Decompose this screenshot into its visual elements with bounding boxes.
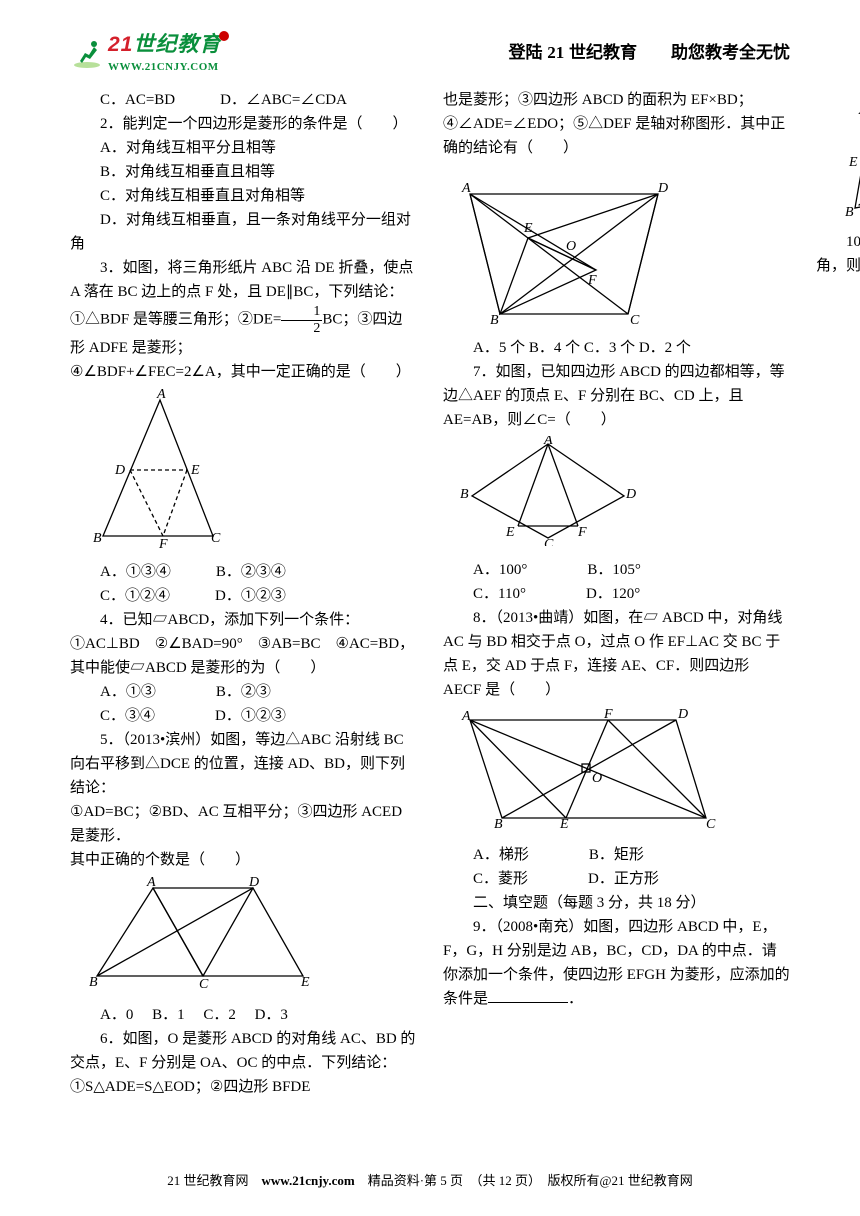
- svg-text:O: O: [592, 771, 602, 786]
- header-tagline: 登陆 21 世纪教育 助您教考全无忧: [509, 39, 790, 66]
- svg-text:E: E: [505, 525, 515, 540]
- q6-stem-b: 也是菱形；③四边形 ABCD 的面积为 EF×BD；④∠ADE=∠EDO；⑤△D…: [443, 88, 790, 160]
- diagram-q7: A B D C E F: [458, 436, 790, 554]
- q2-opt-c: C．对角线互相垂直且对角相等: [70, 184, 417, 208]
- q1-opts-cd: C．AC=BD D．∠ABC=∠CDA: [70, 88, 417, 112]
- svg-text:B: B: [494, 817, 503, 831]
- q7-row2: C．110° D．120°: [443, 582, 790, 606]
- svg-text:O: O: [566, 239, 576, 254]
- svg-text:B: B: [845, 205, 854, 218]
- logo-text: 21世纪教育: [108, 28, 229, 62]
- svg-text:C: C: [630, 313, 640, 324]
- diagram-q3: A B C D E F: [85, 388, 417, 556]
- svg-text:C: C: [544, 537, 554, 546]
- q8-row2: C．菱形 D．正方形: [443, 867, 790, 891]
- q6-stem-a: 6．如图，O 是菱形 ABCD 的对角线 AC、BD 的交点，E、F 分别是 O…: [70, 1027, 417, 1099]
- q10-stem: 10．在▱ABCD 中，若一条对角线平分一个内角，则四边形 ABCD 为形．: [816, 230, 860, 278]
- svg-text:A: A: [146, 876, 156, 890]
- diagram-q5: A D B C E: [85, 876, 417, 999]
- svg-text:D: D: [248, 876, 259, 890]
- svg-text:C: C: [706, 817, 716, 831]
- q7-row1: A．100° B．105°: [443, 558, 790, 582]
- q5-opts: A．0 B．1 C．2 D．3: [70, 1003, 417, 1027]
- section-2-title: 二、填空题（每题 3 分，共 18 分）: [443, 891, 790, 915]
- svg-text:C: C: [211, 531, 221, 546]
- q2-stem: 2．能判定一个四边形是菱形的条件是（ ）: [70, 112, 417, 136]
- svg-text:A: A: [461, 709, 471, 724]
- svg-text:D: D: [114, 463, 125, 478]
- svg-text:F: F: [587, 273, 597, 288]
- q2-opt-a: A．对角线互相平分且相等: [70, 136, 417, 160]
- diagram-q8: A F D B E C O: [458, 706, 790, 839]
- q3-stem-a: 3．如图，将三角形纸片 ABC 沿 DE 折叠，使点 A 落在 BC 边上的点 …: [70, 256, 417, 360]
- diagram-q6: A D B C E F O: [458, 164, 790, 332]
- svg-text:B: B: [89, 975, 98, 990]
- svg-text:D: D: [657, 181, 668, 196]
- q3-stem-c: ④∠BDF+∠FEC=2∠A，其中一定正确的是（ ）: [70, 360, 417, 384]
- q9-stem: 9．（2008•南充）如图，四边形 ABCD 中，E，F，G，H 分别是边 AB…: [443, 915, 790, 1011]
- q2-opt-b: B．对角线互相垂直且相等: [70, 160, 417, 184]
- svg-text:A: A: [156, 388, 166, 402]
- q8-stem: 8．（2013•曲靖）如图，在▱ ABCD 中，对角线 AC 与 BD 相交于点…: [443, 606, 790, 702]
- logo-url: WWW.21CNJY.COM: [108, 59, 229, 77]
- svg-text:E: E: [300, 975, 310, 990]
- q5-stem-c: 其中正确的个数是（ ）: [70, 848, 417, 872]
- q4-row2: C．③④ D．①②③: [70, 704, 417, 728]
- q3-row2: C．①②④ D．①②③: [70, 584, 417, 608]
- svg-text:E: E: [190, 463, 200, 478]
- q6-opts: A．5 个 B．4 个 C．3 个 D．2 个: [443, 336, 790, 360]
- content-columns: C．AC=BD D．∠ABC=∠CDA 2．能判定一个四边形是菱形的条件是（ ）…: [70, 88, 790, 1148]
- site-logo: 21世纪教育 WWW.21CNJY.COM: [70, 28, 229, 76]
- svg-text:D: D: [677, 707, 688, 722]
- svg-text:D: D: [625, 487, 636, 502]
- diagram-q9: A D B C E F G H: [831, 88, 860, 226]
- svg-text:A: A: [543, 436, 553, 448]
- svg-text:F: F: [603, 707, 613, 722]
- q5-stem-a: 5．（2013•滨州）如图，等边△ABC 沿射线 BC 向右平移到△DCE 的位…: [70, 728, 417, 800]
- svg-text:B: B: [93, 531, 102, 546]
- svg-text:B: B: [490, 313, 499, 324]
- svg-text:A: A: [461, 181, 471, 196]
- q3-row1: A．①③④ B．②③④: [70, 560, 417, 584]
- svg-text:B: B: [460, 487, 469, 502]
- q4-row1: A．①③ B．②③: [70, 680, 417, 704]
- q2-opt-d: D．对角线互相垂直，且一条对角线平分一组对角: [70, 208, 417, 256]
- runner-icon: [70, 35, 104, 69]
- q4-stem: 4．已知▱ABCD，添加下列一个条件：①AC⊥BD ②∠BAD=90° ③AB=…: [70, 608, 417, 680]
- svg-text:F: F: [577, 525, 587, 540]
- svg-text:C: C: [199, 977, 209, 991]
- svg-text:E: E: [848, 155, 858, 170]
- q7-stem: 7．如图，已知四边形 ABCD 的四边都相等，等边△AEF 的顶点 E、F 分别…: [443, 360, 790, 432]
- svg-text:F: F: [158, 537, 168, 548]
- page-footer: 21 世纪教育网 www.21cnjy.com 精品资料·第 5 页 （共 12…: [0, 1171, 860, 1192]
- page-header: 21世纪教育 WWW.21CNJY.COM 登陆 21 世纪教育 助您教考全无忧: [70, 28, 790, 76]
- q8-row1: A．梯形 B．矩形: [443, 843, 790, 867]
- svg-text:E: E: [559, 817, 569, 831]
- q5-stem-b: ①AD=BC；②BD、AC 互相平分；③四边形 ACED 是菱形．: [70, 800, 417, 848]
- svg-text:E: E: [523, 221, 533, 236]
